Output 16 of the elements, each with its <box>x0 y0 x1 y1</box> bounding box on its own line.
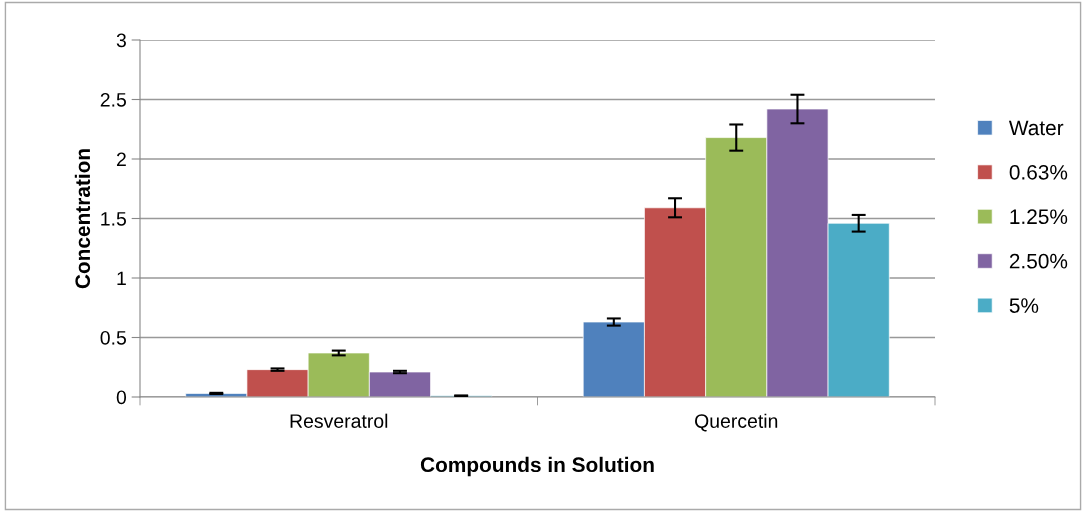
y-tick-label: 1.5 <box>101 212 126 226</box>
y-tick-label: 0.5 <box>100 330 126 345</box>
legend-label: Water <box>1008 120 1064 136</box>
legend-label: 2.50% <box>1009 253 1068 269</box>
legend-label: 5% <box>1009 298 1039 313</box>
x-tick-label: Resveratrol <box>290 413 388 428</box>
y-axis-title: Concentration <box>74 149 91 289</box>
y-tick-label: 0 <box>116 390 127 405</box>
legend-label: 0.63% <box>1009 164 1068 180</box>
y-tick-label: 3 <box>116 33 126 48</box>
y-tick-label: 2.5 <box>100 92 126 107</box>
legend-label: 1.25% <box>1010 209 1068 225</box>
y-tick-label: 2 <box>116 152 126 167</box>
y-tick-label: 1 <box>117 271 126 286</box>
x-tick-label: Quercetin <box>695 413 778 432</box>
x-axis-title: Compounds in Solution <box>420 456 654 477</box>
